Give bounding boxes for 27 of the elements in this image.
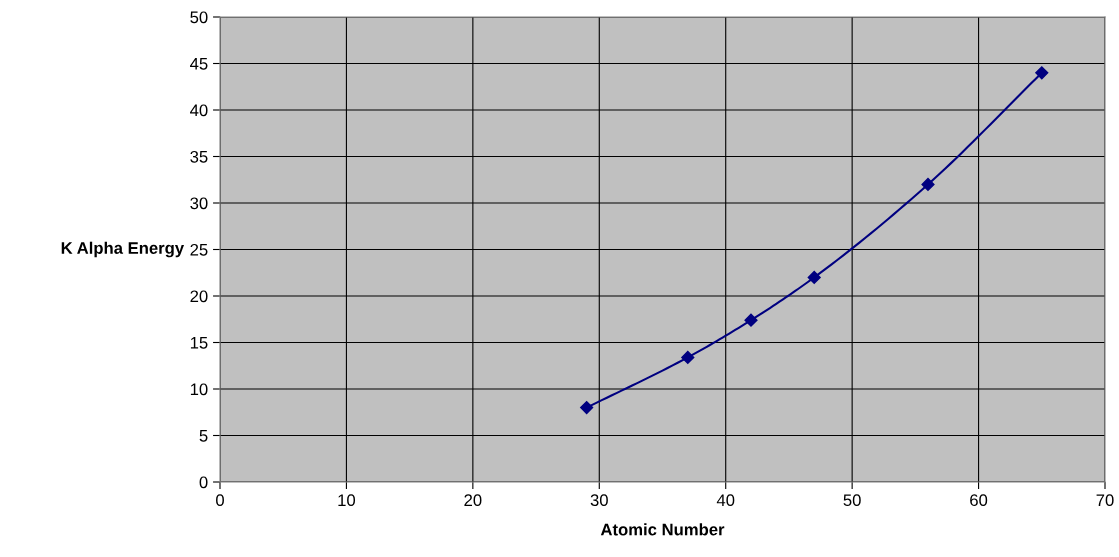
x-tick-label: 70 [1096,494,1114,507]
x-tick-label: 20 [464,494,482,507]
x-tick-label: 50 [843,494,861,507]
point [580,401,594,415]
y-tick-label: 10 [190,383,208,396]
y-tick-label: 45 [190,58,208,70]
y-tick-label: 35 [190,150,208,163]
point [681,350,695,364]
y-tick-label: 5 [199,430,208,442]
point [744,313,758,327]
point [1035,66,1049,80]
y-tick-label: 40 [190,104,208,117]
x-tick-label: 60 [970,494,988,507]
x-tick-label: 10 [338,494,356,507]
x-tick-label: 0 [216,494,224,507]
y-tick-label: 50 [190,11,208,24]
y-tick-label: 15 [190,337,208,349]
point [921,177,935,191]
y-tick-label: 0 [199,476,208,489]
x-tick-label: 30 [590,494,608,507]
x-axis-title: Atomic Number [600,523,725,536]
y-axis-title: K Alpha Energy [61,241,185,258]
y-tick-label: 30 [190,197,208,210]
y-tick-label: 25 [190,243,208,256]
y-tick-label: 20 [190,290,208,303]
point [807,270,821,284]
x-tick-label: 40 [716,494,735,507]
